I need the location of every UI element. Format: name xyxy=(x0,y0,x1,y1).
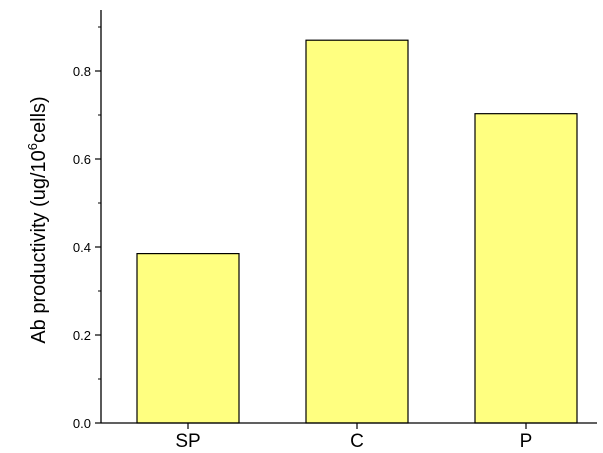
bars-group xyxy=(136,39,578,424)
x-tick-label: SP xyxy=(175,431,200,452)
y-axis-title: Ab productivity (ug/106cells) xyxy=(25,96,50,343)
y-tick-label: 0.6 xyxy=(73,152,91,167)
y-tick-label: 0.4 xyxy=(73,240,91,255)
bar-p xyxy=(474,113,578,424)
x-axis: SP C P xyxy=(101,422,597,452)
y-tick-label: 0.2 xyxy=(73,328,91,343)
x-tick-label: C xyxy=(350,431,364,452)
bar-sp xyxy=(136,253,240,424)
bar-c xyxy=(305,39,409,424)
y-tick-label: 0.0 xyxy=(73,416,91,431)
y-axis: 0.0 0.2 0.4 0.6 0.8 xyxy=(73,10,102,431)
x-tick-label: P xyxy=(520,431,533,452)
y-tick-label: 0.8 xyxy=(73,64,91,79)
